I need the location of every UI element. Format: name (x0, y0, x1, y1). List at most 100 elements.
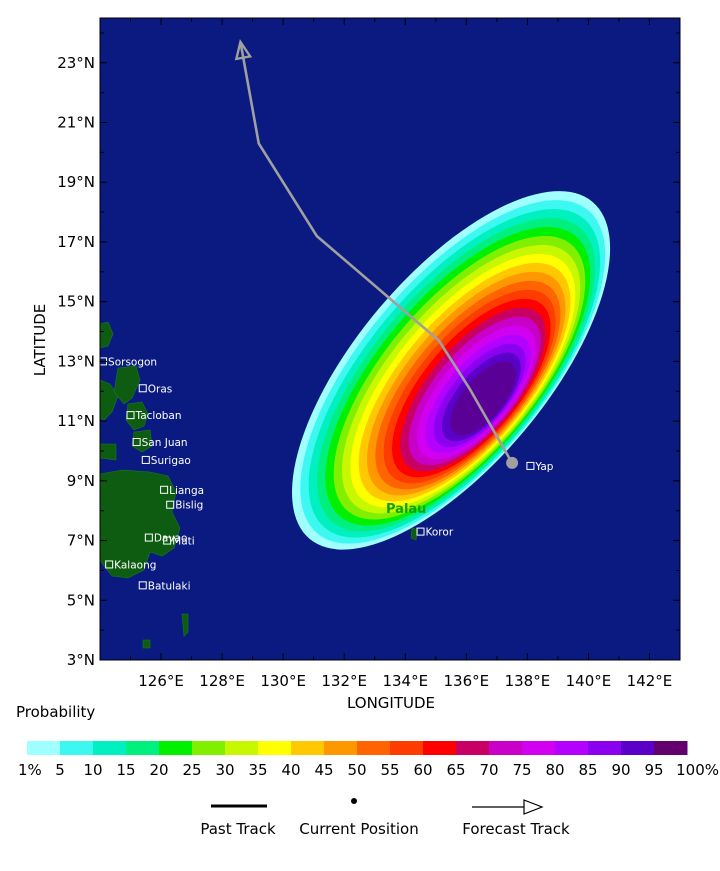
lon-tick-label: 134°E (382, 672, 428, 690)
current-position-marker (506, 456, 519, 469)
city-label: Oras (148, 383, 173, 395)
land-shape (125, 401, 149, 431)
colorbar-swatch (588, 741, 622, 755)
lon-tick-label: 142°E (627, 672, 673, 690)
x-axis-title: LONGITUDE (347, 694, 435, 712)
colorbar-swatch (357, 741, 391, 755)
colorbar-swatch (93, 741, 127, 755)
city-label: San Juan (142, 437, 188, 449)
forecast-track-label: Forecast Track (462, 820, 570, 838)
city-label: Surigao (151, 455, 191, 467)
city-marker-icon (138, 384, 147, 393)
land-shape (410, 527, 419, 541)
city-surigao: Surigao (141, 455, 191, 467)
lat-tick-label: 11°N (57, 412, 95, 430)
colorbar-swatch (555, 741, 589, 755)
colorbar-label: 20 (149, 761, 168, 779)
longitude-axis: 126°E 128°E 130°E 132°E 134°E 136°E 138°E 140°E… (130, 18, 681, 690)
city-koror: Koror (416, 527, 454, 539)
lat-tick-label: 19°N (57, 173, 95, 191)
city-oras: Oras (138, 383, 173, 395)
latitude-axis: 23°N 21°N 19°N 17°N 15°N 13°N 11°N 9°N 7°N 5°N 3°N (57, 32, 680, 669)
colorbar-label: 5 (55, 761, 65, 779)
city-marker-icon (526, 461, 535, 470)
colorbar-label: 30 (215, 761, 234, 779)
y-axis-title: LATITUDE (31, 304, 49, 377)
past-track-label: Past Track (200, 820, 276, 838)
lon-tick-label: 130°E (260, 672, 306, 690)
forecast-arrowhead-icon (234, 38, 253, 61)
city-batulaki: Batulaki (138, 580, 191, 592)
lon-tick-label: 140°E (566, 672, 612, 690)
city-sorsogon: Sorsogon (100, 356, 157, 368)
lat-tick-label: 21°N (57, 114, 95, 132)
probability-colorbar: Probability 1% 5 10 15 20 25 30 35 40 45 50 55 60 65 7… (16, 703, 719, 779)
land-shape (100, 469, 181, 579)
track-legend: Past Track Current Position Forecast Tra… (200, 798, 570, 838)
region-label-palau: Palau (386, 502, 426, 517)
lon-tick-label: 126°E (138, 672, 184, 690)
colorbar-label: 35 (248, 761, 267, 779)
lat-tick-label: 3°N (67, 651, 95, 669)
city-marker-icon (160, 485, 169, 494)
city-lianga: Lianga (160, 485, 204, 497)
colorbar-label: 50 (347, 761, 366, 779)
colorbar-swatch (324, 741, 358, 755)
colorbar-title: Probability (16, 703, 95, 721)
colorbar-label: 80 (545, 761, 564, 779)
colorbar-label: 55 (380, 761, 399, 779)
lat-tick-label: 17°N (57, 233, 95, 251)
colorbar-swatches (27, 741, 688, 755)
lon-tick-label: 138°E (505, 672, 551, 690)
city-bislig: Bislig (166, 500, 203, 512)
colorbar-label: 60 (413, 761, 432, 779)
city-label: Bislig (175, 500, 203, 512)
lon-tick-label: 128°E (199, 672, 245, 690)
lon-tick-label: 132°E (321, 672, 367, 690)
forecast-track-symbol (472, 799, 544, 815)
colorbar-swatch (60, 741, 94, 755)
colorbar-swatch (159, 741, 193, 755)
forecast-track-line (239, 41, 514, 464)
city-yap: Yap (526, 461, 554, 473)
city-marker-icon (163, 536, 172, 545)
city-mati: Mati (163, 536, 195, 548)
colorbar-swatch (621, 741, 655, 755)
current-position-label: Current Position (299, 820, 419, 838)
storm-track (234, 38, 519, 469)
city-label: Sorsogon (108, 356, 157, 368)
lat-tick-label: 23°N (57, 54, 95, 72)
lat-tick-label: 7°N (67, 532, 95, 550)
city-marker-icon (132, 438, 141, 447)
colorbar-swatch (423, 741, 457, 755)
city-marker-icon (126, 411, 135, 420)
lon-tick-label: 136°E (444, 672, 490, 690)
land-shape (100, 321, 114, 349)
colorbar-label: 90 (611, 761, 630, 779)
colorbar-label: 10 (83, 761, 102, 779)
colorbar-label: 85 (578, 761, 597, 779)
colorbar-swatch (522, 741, 556, 755)
lat-tick-label: 5°N (67, 591, 95, 609)
city-markers: Sorsogon Oras Tacloban San Juan Surigao Liang… (100, 356, 554, 592)
colorbar-label: 40 (281, 761, 300, 779)
lat-tick-label: 9°N (67, 472, 95, 490)
city-marker-icon (138, 581, 147, 590)
colorbar-label: 25 (182, 761, 201, 779)
city-label: Tacloban (135, 410, 182, 422)
colorbar-label: 65 (446, 761, 465, 779)
colorbar-swatch (126, 741, 160, 755)
city-marker-icon (141, 455, 150, 464)
city-label: Kalaong (114, 559, 156, 571)
landmass-philippines (100, 321, 419, 649)
city-marker-icon (105, 560, 114, 569)
land-shape (131, 429, 153, 453)
colorbar-swatch (390, 741, 424, 755)
city-tacloban: Tacloban (126, 410, 182, 422)
city-kalaong: Kalaong (105, 559, 156, 571)
city-label: Koror (426, 527, 454, 539)
colorbar-swatch (27, 741, 61, 755)
lat-tick-label: 15°N (57, 293, 95, 311)
colorbar-label: 45 (314, 761, 333, 779)
